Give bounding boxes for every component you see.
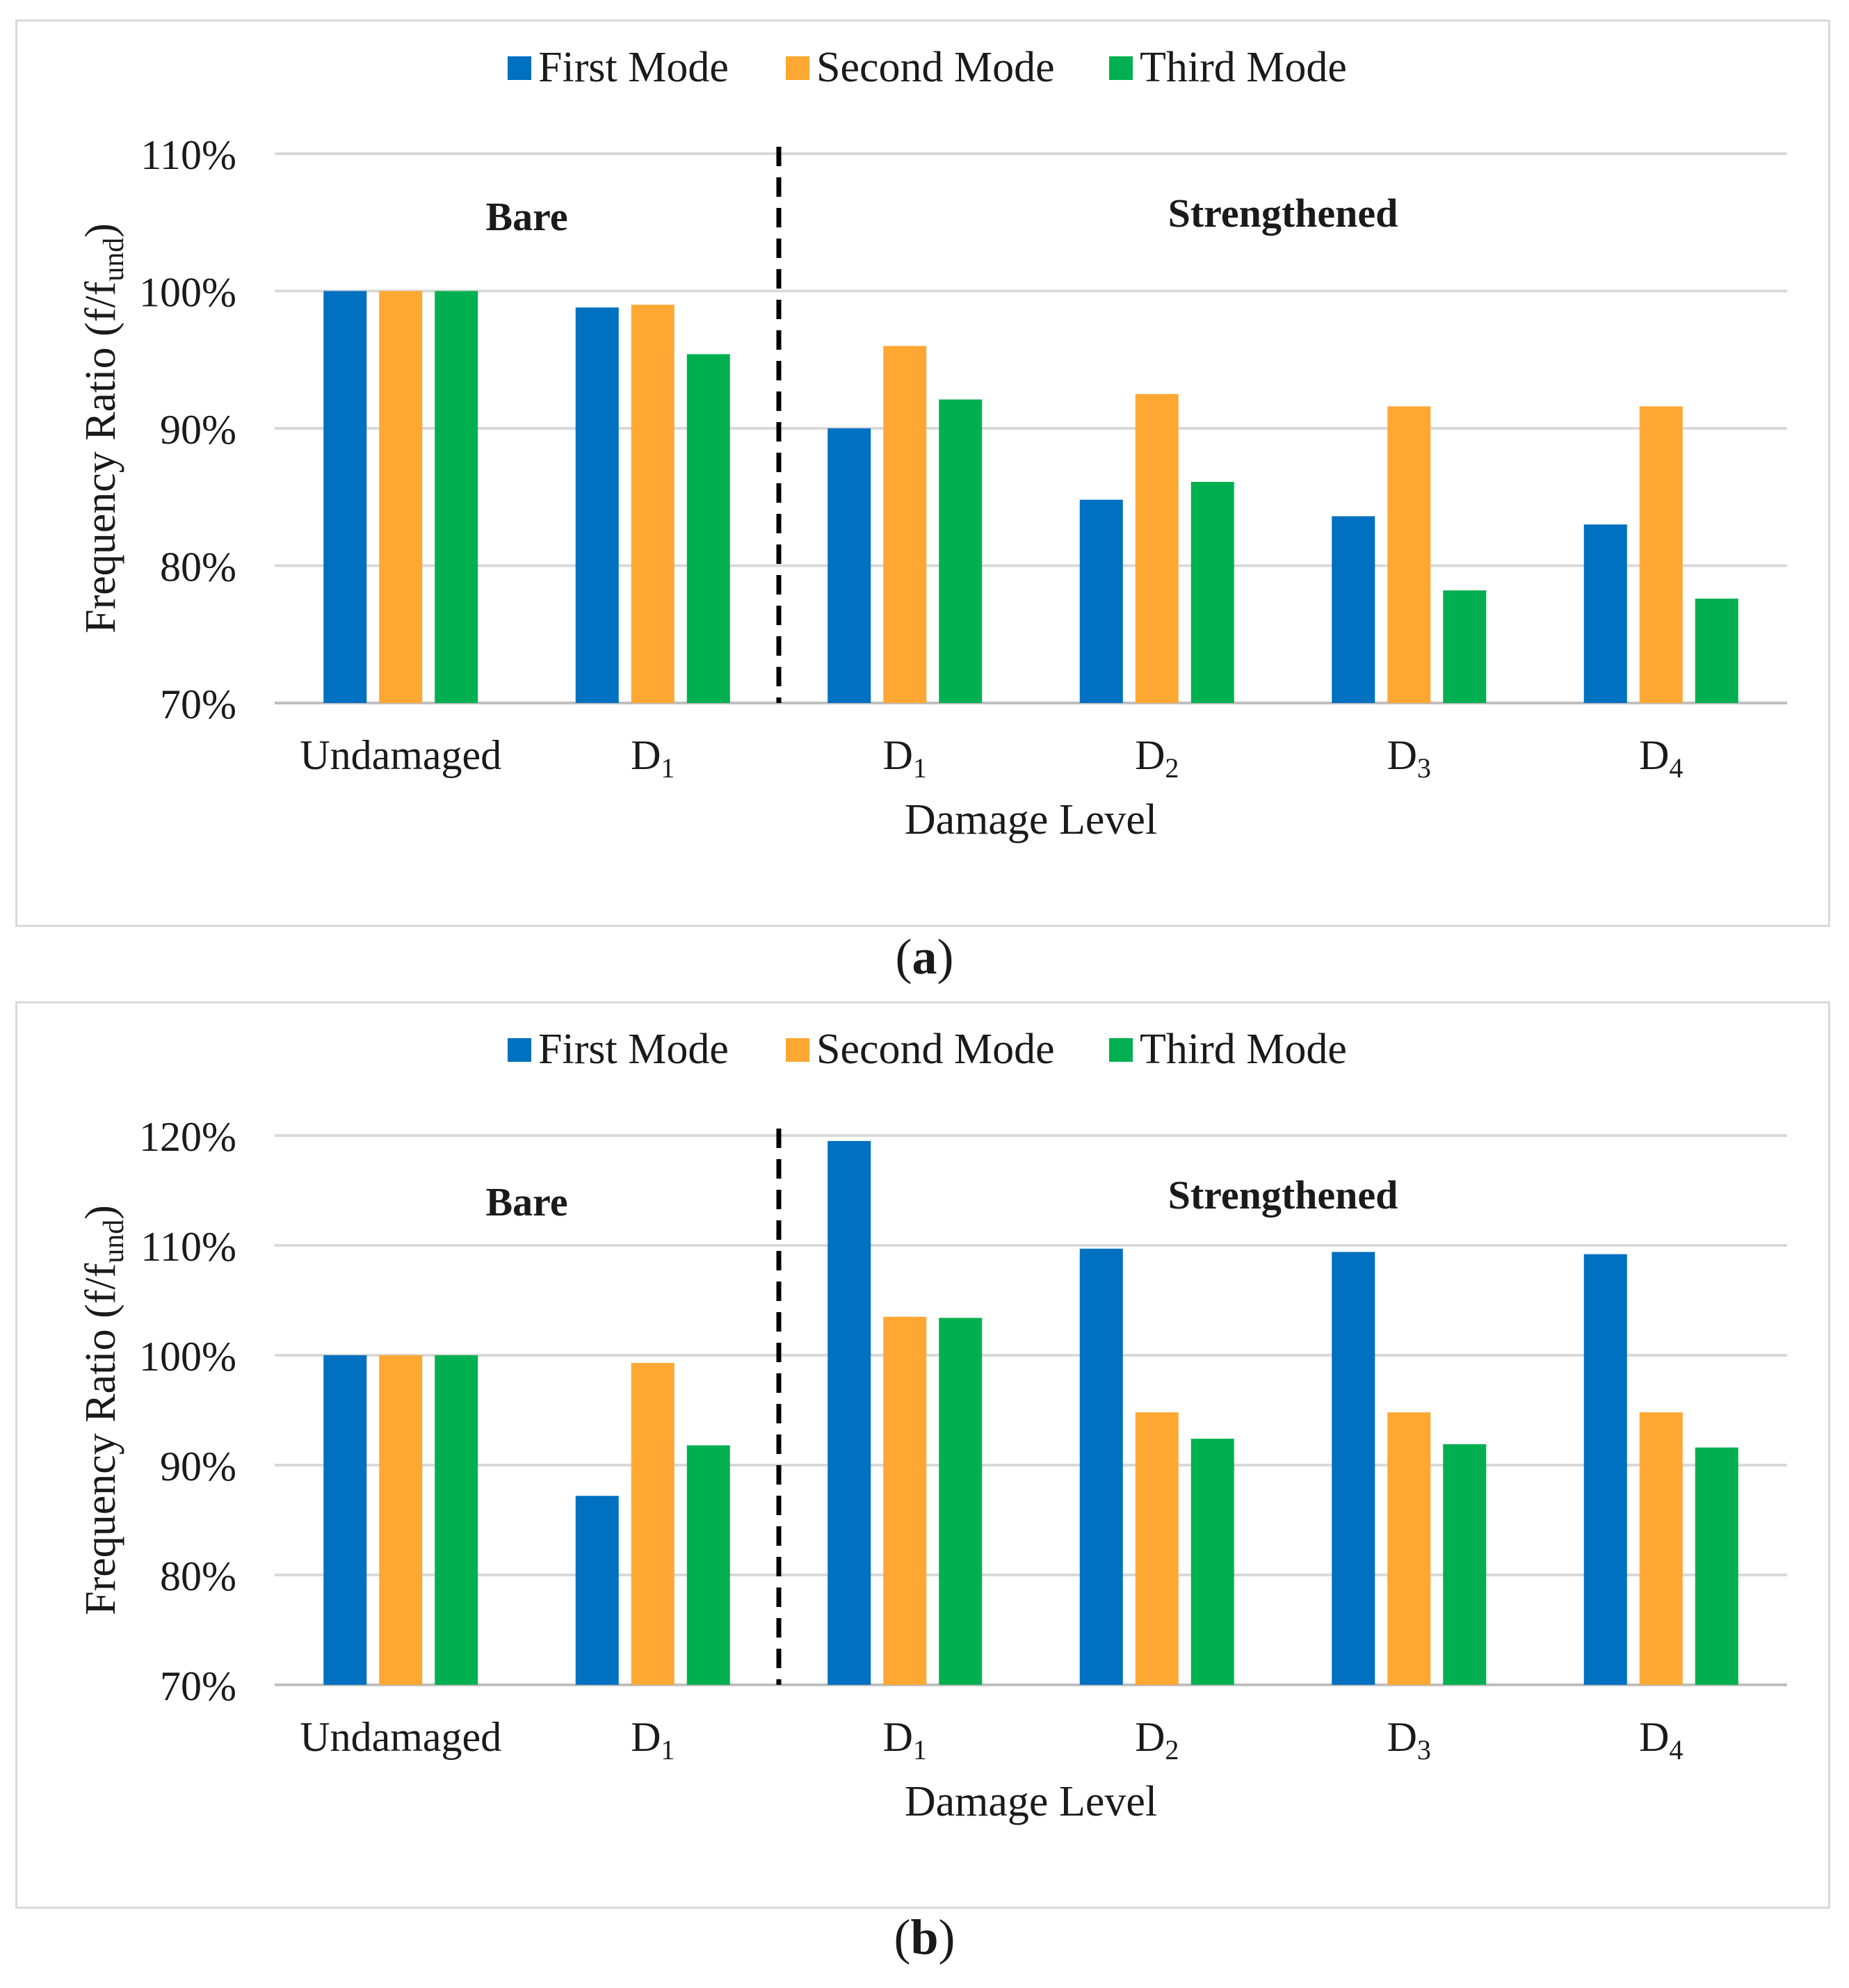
group-label-bare: Bare: [485, 1179, 567, 1225]
bar-first-mode-1: [323, 291, 367, 703]
x-tick-label: D2: [1135, 1714, 1179, 1765]
bar-first-mode-4: [1079, 499, 1123, 703]
bar-third-mode-3: [939, 1318, 983, 1685]
bar-third-mode-2: [686, 1445, 730, 1685]
legend-swatch-first-mode: [508, 56, 531, 80]
legend-label-third-mode: Third Mode: [1140, 44, 1347, 91]
bar-first-mode-5: [1332, 1252, 1375, 1685]
bar-first-mode-4: [1079, 1248, 1123, 1685]
bar-third-mode-5: [1443, 590, 1487, 703]
bar-second-mode-4: [1135, 394, 1179, 703]
caption-a: (a): [895, 929, 954, 985]
x-axis-label: Damage Level: [905, 1778, 1157, 1825]
bar-third-mode-4: [1190, 482, 1234, 703]
y-tick-label: 70%: [160, 681, 236, 727]
bar-first-mode-2: [575, 307, 619, 703]
bar-second-mode-2: [631, 1363, 675, 1685]
y-tick-label: 70%: [160, 1663, 236, 1709]
bar-second-mode-6: [1639, 406, 1683, 703]
legend-swatch-third-mode: [1109, 56, 1133, 80]
bar-chart-a: 70% 80% 90% 100% 110% Bare Strengthened Undamag…: [77, 44, 1787, 843]
y-tick-label: 100%: [139, 270, 236, 316]
bar-first-mode-6: [1583, 524, 1627, 703]
x-axis-label: Damage Level: [905, 796, 1157, 843]
bar-first-mode-3: [827, 428, 871, 703]
bar-third-mode-2: [686, 354, 730, 703]
y-tick-label: 110%: [140, 1224, 236, 1270]
y-tick-label: 80%: [160, 544, 236, 590]
bar-first-mode-1: [323, 1355, 367, 1685]
caption-b: (b): [894, 1909, 955, 1965]
bar-third-mode-4: [1190, 1439, 1234, 1685]
chart-panel-a: 70% 80% 90% 100% 110% Bare Strengthened Undamag…: [15, 19, 1830, 927]
group-label-strengthened: Strengthened: [1168, 191, 1398, 236]
legend-label-second-mode: Second Mode: [816, 44, 1055, 91]
legend-swatch-second-mode: [786, 1038, 809, 1062]
y-axis-label: Frequency Ratio (f/fund): [77, 223, 130, 633]
caption-a-label: a: [912, 929, 937, 985]
bar-third-mode-3: [939, 399, 983, 703]
legend-swatch-first-mode: [508, 1038, 531, 1062]
bar-second-mode-5: [1387, 406, 1431, 703]
bar-first-mode-3: [827, 1140, 871, 1685]
caption-b-label: b: [910, 1909, 939, 1965]
bar-chart-b: 70% 80% 90% 100% 110% 120% Bare Strengthened Und…: [77, 1026, 1787, 1825]
y-tick-label: 90%: [160, 1444, 236, 1489]
bar-second-mode-6: [1639, 1412, 1683, 1685]
bar-second-mode-3: [883, 1316, 927, 1685]
bar-third-mode-1: [435, 1355, 478, 1685]
y-tick-label: 100%: [139, 1334, 236, 1380]
bar-third-mode-5: [1443, 1444, 1487, 1685]
x-tick-label: D2: [1135, 732, 1179, 784]
chart-panel-b: 70% 80% 90% 100% 110% 120% Bare Strengthened Und…: [15, 1001, 1830, 1909]
bar-second-mode-3: [883, 346, 927, 703]
x-tick-label: D1: [883, 1714, 927, 1765]
bar-second-mode-1: [379, 1355, 423, 1685]
x-tick-label: Undamaged: [300, 1714, 501, 1760]
bar-first-mode-5: [1332, 516, 1375, 703]
bar-second-mode-5: [1387, 1412, 1431, 1685]
bar-second-mode-4: [1135, 1412, 1179, 1685]
y-axis-label: Frequency Ratio (f/fund): [77, 1205, 130, 1615]
y-tick-label: 120%: [139, 1114, 236, 1160]
bar-second-mode-1: [379, 291, 423, 703]
x-tick-label: D3: [1387, 1714, 1431, 1765]
group-label-strengthened: Strengthened: [1168, 1172, 1398, 1218]
x-tick-label: D3: [1387, 732, 1431, 784]
x-tick-label: D4: [1639, 732, 1683, 784]
group-label-bare: Bare: [485, 194, 567, 239]
bar-first-mode-2: [575, 1496, 619, 1685]
legend-label-first-mode: First Mode: [538, 1026, 729, 1073]
bar-first-mode-6: [1583, 1254, 1627, 1685]
x-tick-label: D4: [1639, 1714, 1683, 1765]
legend-swatch-second-mode: [786, 56, 809, 80]
x-tick-label: D1: [883, 732, 927, 784]
legend-label-third-mode: Third Mode: [1140, 1026, 1347, 1073]
bar-second-mode-2: [631, 305, 675, 703]
bar-third-mode-1: [435, 291, 478, 703]
x-tick-label: D1: [631, 732, 675, 784]
bar-third-mode-6: [1695, 598, 1738, 703]
x-tick-label: Undamaged: [300, 732, 501, 778]
y-tick-label: 110%: [140, 132, 236, 178]
x-tick-label: D1: [631, 1714, 675, 1765]
y-tick-label: 80%: [160, 1553, 236, 1599]
legend-label-second-mode: Second Mode: [816, 1026, 1055, 1073]
legend-label-first-mode: First Mode: [538, 44, 729, 91]
bar-third-mode-6: [1695, 1447, 1738, 1685]
legend-swatch-third-mode: [1109, 1038, 1133, 1062]
y-tick-label: 90%: [160, 407, 236, 453]
